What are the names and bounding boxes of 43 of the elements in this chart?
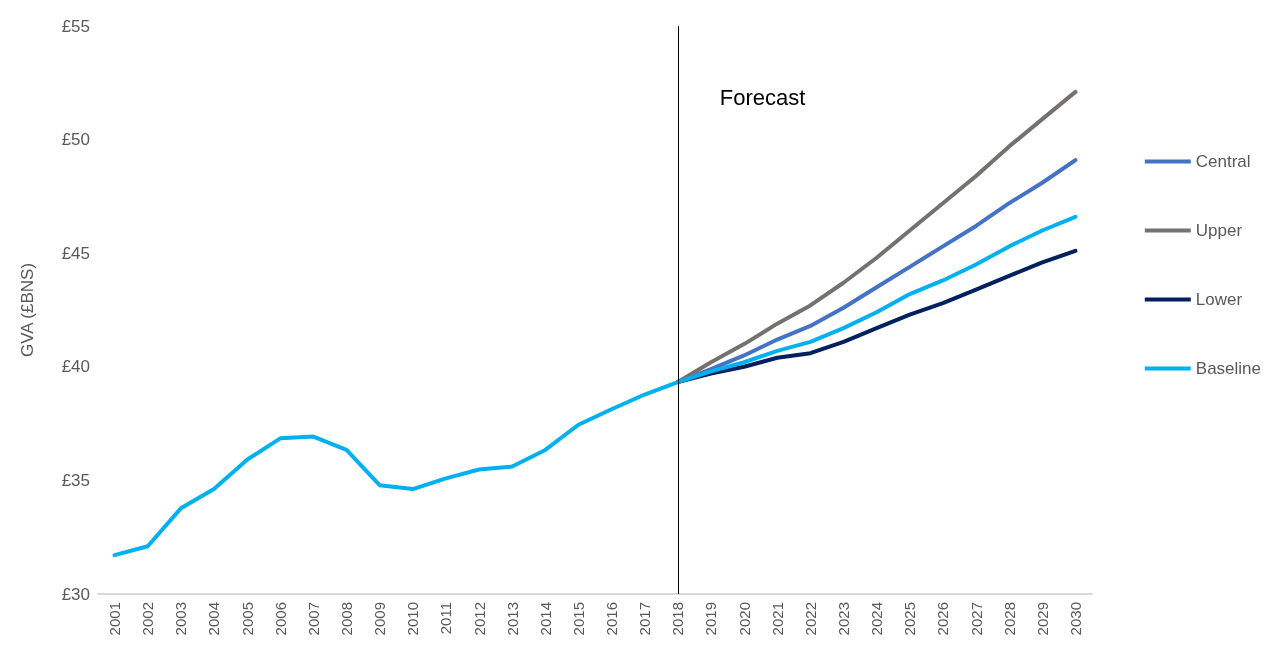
x-tick-label: 2008 [338,602,355,636]
x-tick-label: 2017 [636,602,654,636]
y-axis-title: GVA (£BNS) [18,262,37,358]
x-tick-label: 2016 [603,602,621,636]
x-tick-label: 2026 [934,602,952,636]
x-tick-label: 2001 [106,602,124,636]
x-tick-label: 2029 [1033,602,1051,636]
y-tick-label: £50 [61,130,90,150]
y-tick-label: £45 [61,243,90,263]
x-tick-label: 2011 [437,602,455,635]
y-tick-label: £30 [61,584,90,604]
y-tick-label: £35 [61,470,90,490]
x-tick-label: 2028 [1000,602,1018,636]
x-tick-label: 2030 [1066,602,1084,636]
x-tick-label: 2007 [304,602,322,636]
y-tick-label: £40 [61,357,90,377]
x-tick-label: 2004 [205,602,223,636]
legend-label: Central [1195,152,1251,171]
ref-line-label: Forecast [719,84,806,110]
legend-label: Upper [1195,221,1243,240]
x-tick-label: 2024 [868,602,886,636]
x-tick-label: 2013 [503,602,521,636]
y-tick-label: £55 [61,16,90,36]
x-tick-label: 2019 [702,602,720,636]
x-tick-label: 2015 [569,602,587,636]
x-tick-label: 2014 [536,602,554,636]
x-tick-label: 2009 [371,602,389,636]
line-series [112,214,1078,558]
x-tick-label: 2023 [835,602,852,636]
legend-label: Lower [1195,290,1243,309]
x-tick-label: 2020 [735,602,753,636]
x-tick-label: 2027 [967,602,985,636]
x-tick-label: 2005 [238,602,256,636]
x-tick-label: 2022 [801,602,819,636]
x-tick-label: 2003 [172,602,190,636]
x-tick-label: 2021 [768,602,786,636]
x-tick-label: 2025 [901,602,919,636]
x-tick-label: 2018 [669,602,687,636]
x-tick-label: 2002 [139,602,157,636]
x-tick-label: 2012 [470,602,488,636]
legend-label: Baseline [1195,359,1262,378]
x-tick-label: 2006 [271,602,289,636]
x-tick-label: 2010 [404,602,422,636]
